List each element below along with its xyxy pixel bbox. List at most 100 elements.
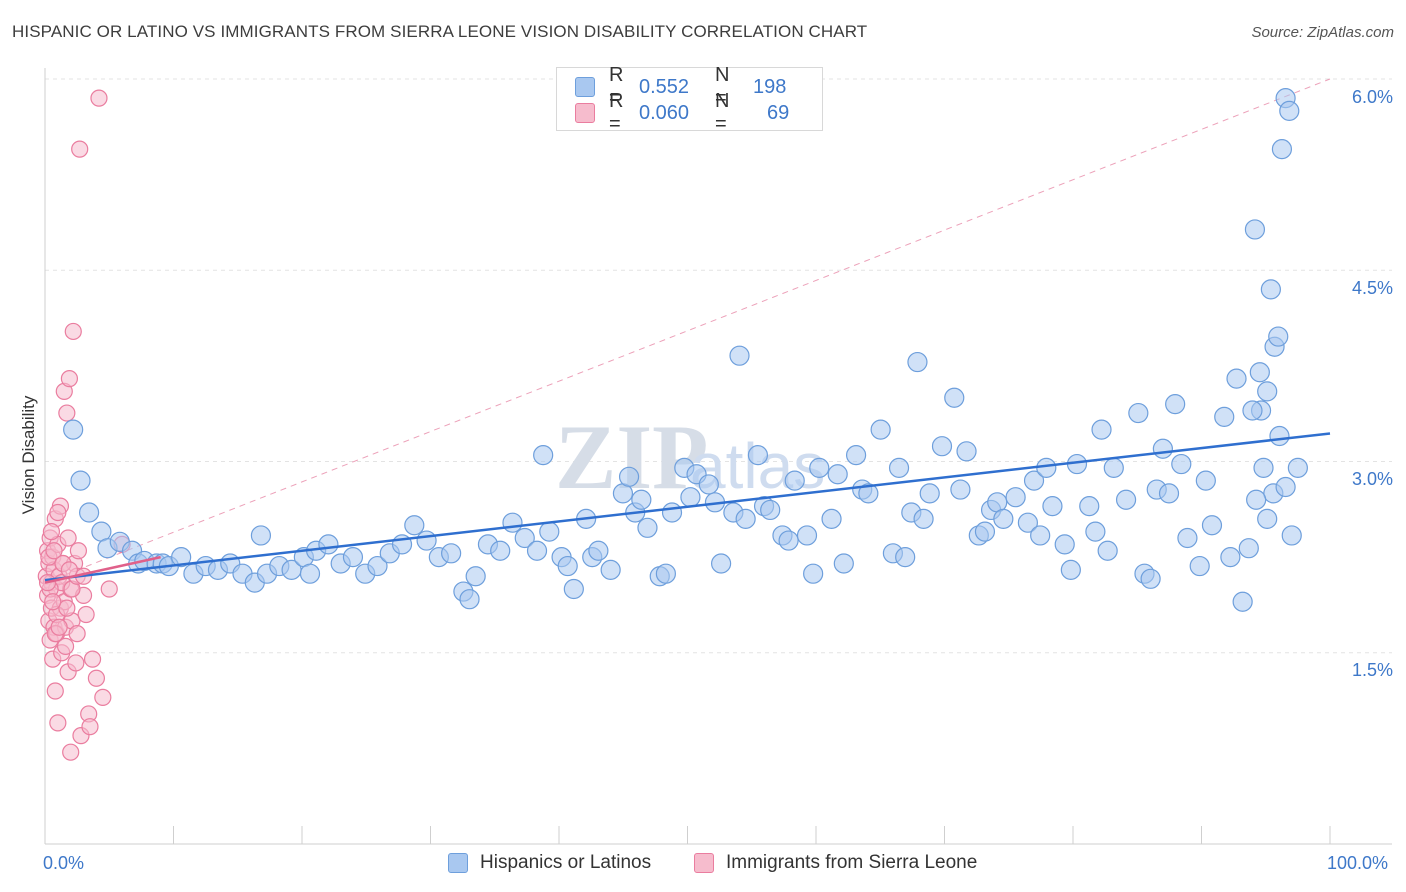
blue-point	[1287, 457, 1308, 478]
blue-point	[1103, 457, 1124, 478]
blue-point	[342, 547, 364, 568]
blue-point	[1054, 534, 1075, 555]
blue-point	[502, 512, 523, 533]
pink-point	[56, 637, 75, 655]
y-axis-label: Vision Disability	[19, 395, 38, 515]
blue-point	[827, 464, 848, 485]
blue-point	[1060, 559, 1081, 580]
pink-point	[60, 370, 79, 388]
blue-point	[1249, 362, 1270, 383]
blue-point	[318, 534, 339, 555]
blue-point	[367, 555, 388, 577]
blue-point	[1023, 470, 1045, 491]
blue-point	[70, 470, 91, 491]
blue-point	[1091, 419, 1112, 440]
blue-point	[618, 466, 640, 487]
blue-point	[944, 387, 965, 408]
blue-point	[993, 508, 1014, 529]
blue-point	[956, 441, 977, 462]
blue-point	[919, 483, 940, 504]
blue-point	[974, 521, 996, 542]
pink-point	[45, 542, 63, 560]
pink-point	[69, 542, 88, 560]
pink-point	[81, 718, 99, 736]
pink-series	[37, 89, 131, 761]
blue-point	[557, 555, 578, 577]
blue-point	[1165, 394, 1186, 415]
n-value: 198	[753, 75, 787, 98]
blue-point	[809, 457, 830, 478]
x-tick-label-max: 100.0%	[1327, 853, 1389, 873]
blue-series	[63, 88, 1308, 612]
n-value: 69	[767, 101, 790, 124]
blue-point	[1171, 453, 1192, 475]
pink-point	[62, 743, 80, 761]
blue-point	[171, 547, 192, 568]
blue-point	[1244, 219, 1266, 240]
blue-point	[526, 540, 548, 561]
blue-point	[637, 517, 658, 538]
blue-point	[79, 502, 100, 523]
pink-point	[49, 714, 67, 732]
blue-point	[1281, 525, 1302, 546]
blue-point	[1152, 438, 1173, 459]
pink-point	[67, 654, 85, 672]
blue-point	[661, 502, 683, 523]
blue-point	[1017, 512, 1038, 533]
blue-legend-swatch	[448, 853, 468, 873]
pink-point	[58, 599, 76, 617]
blue-point	[514, 527, 535, 549]
pink-point	[90, 89, 108, 107]
pink-point	[87, 669, 106, 687]
y-tick-label-6: 6.0%	[1352, 87, 1394, 107]
blue-point	[490, 540, 511, 561]
blue-point	[1246, 489, 1267, 510]
blue-point	[950, 479, 971, 500]
blue-point	[250, 525, 272, 546]
blue-point	[888, 457, 910, 478]
pink-point	[50, 618, 68, 636]
blue-point	[747, 445, 769, 466]
pink-point	[68, 625, 86, 643]
blue-point	[1214, 406, 1235, 427]
blue-point	[299, 563, 321, 584]
pink-point	[58, 404, 76, 422]
blue-point	[1238, 538, 1259, 559]
blue-point	[680, 487, 701, 508]
blue-point	[63, 419, 84, 440]
chart-title: HISPANIC OR LATINO VS IMMIGRANTS FROM SI…	[12, 22, 868, 41]
axes	[44, 68, 1392, 845]
legend-item-sierra-leone: Immigrants from Sierra Leone	[694, 852, 977, 874]
legend-item-hispanics: Hispanics or Latinos	[448, 852, 651, 874]
pink-point	[42, 523, 61, 541]
blue-point	[1189, 555, 1210, 577]
blue-point	[833, 553, 854, 574]
pink-point	[44, 593, 62, 611]
pink-point	[94, 688, 112, 706]
pink-swatch	[575, 103, 595, 123]
blue-point	[1271, 139, 1293, 160]
y-tick-label-4-5: 4.5%	[1352, 278, 1394, 298]
r-value: 0.552	[639, 75, 690, 98]
blue-point	[913, 508, 934, 529]
blue-point	[1140, 568, 1161, 589]
blue-point	[1253, 457, 1274, 478]
blue-point	[1269, 425, 1290, 447]
blue-point	[1195, 470, 1216, 491]
blue-point	[1257, 381, 1278, 402]
n-label: N =	[715, 64, 730, 109]
blue-point	[1279, 100, 1300, 121]
x-tick-label-min: 0.0%	[43, 853, 85, 873]
blue-point	[600, 559, 621, 580]
r-value: 0.060	[639, 101, 690, 124]
pink-point	[46, 682, 64, 700]
blue-point	[588, 540, 609, 561]
blue-point	[1030, 525, 1051, 546]
legend-label: Hispanics or Latinos	[480, 852, 652, 873]
blue-point	[655, 563, 676, 584]
pink-legend-swatch	[694, 853, 714, 873]
blue-point	[1158, 483, 1180, 504]
blue-point	[1260, 279, 1281, 300]
legend-label: Immigrants from Sierra Leone	[726, 852, 978, 873]
